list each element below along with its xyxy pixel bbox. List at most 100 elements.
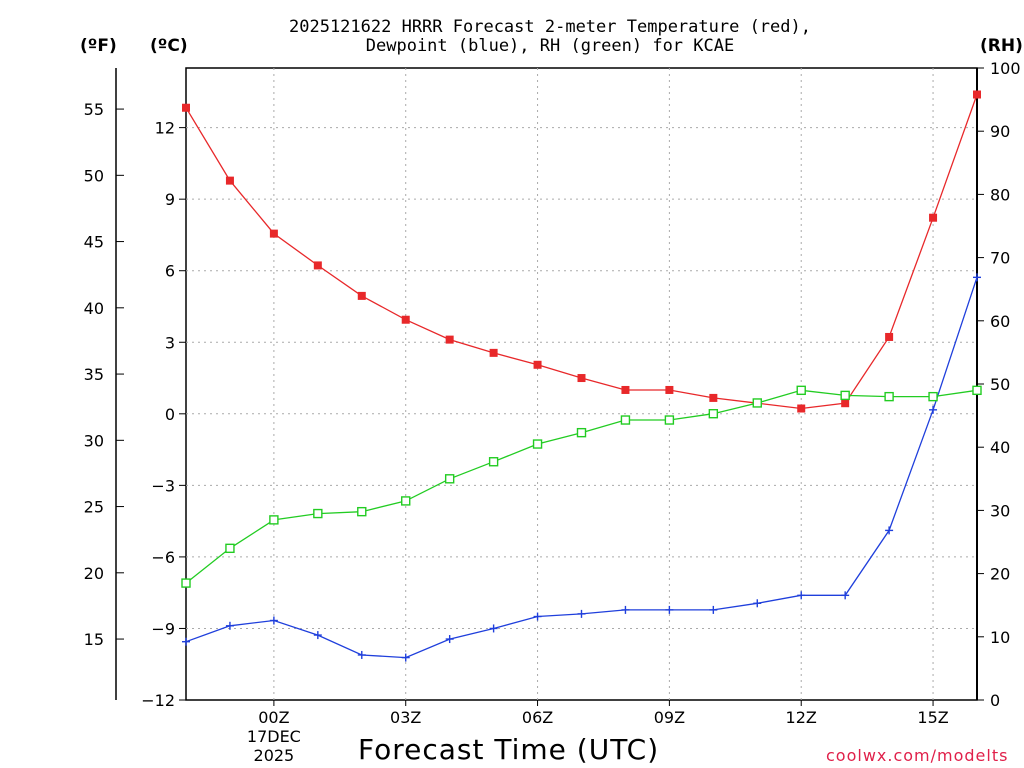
x-tick-label: 12Z [786,708,817,727]
f-tick-label: 30 [84,431,104,450]
rh-point [620,415,631,425]
rh-tick-label: 100 [990,59,1021,78]
rh-tick-label: 40 [990,438,1010,457]
rh-point [269,515,279,525]
f-tick-label: 25 [84,498,104,517]
fahrenheit-unit-label: (ºF) [80,36,117,56]
dewpoint-point [445,635,454,644]
temperature-point [225,176,234,185]
c-tick-label: 12 [155,119,175,138]
f-tick-label: 40 [84,299,104,318]
rh-unit-label: (RH) [980,36,1023,56]
temperature-point [401,315,410,324]
rh-tick-label: 50 [990,375,1010,394]
f-tick-label: 15 [84,630,104,649]
dewpoint-point [929,405,938,414]
dewpoint-point [841,591,850,600]
f-tick-label: 50 [84,166,104,185]
dewpoint-point [357,650,366,659]
dewpoint-point [797,591,806,600]
chart-title: 2025121622 HRRR Forecast 2-meter Tempera… [200,18,900,56]
temperature-point [885,332,894,341]
series-line-2 [185,389,978,584]
rh-tick-label: 80 [990,185,1010,204]
c-tick-label: 3 [165,333,175,352]
f-tick-label: 35 [84,365,104,384]
rh-tick-label: 60 [990,312,1010,331]
rh-point [928,391,938,402]
rh-point [401,496,411,506]
dewpoint-point [313,631,322,640]
temperature-point [577,374,586,383]
rh-point [752,398,762,408]
x-tick-label: 03Z [390,708,421,727]
rh-point [313,508,323,519]
series-line-1 [185,277,978,659]
rh-point [840,390,850,401]
temperature-point [665,385,674,394]
temperature-point [709,393,718,402]
rh-point [225,543,235,554]
rh-point [664,415,675,425]
temperature-point [797,404,806,413]
temperature-point [929,213,938,222]
x-tick-label: 09Z [654,708,685,727]
rh-tick-label: 90 [990,122,1010,141]
f-tick-label: 20 [84,564,104,583]
f-tick-label: 55 [84,100,104,119]
c-tick-label: −6 [151,548,175,567]
temperature-point [357,291,366,300]
rh-point [181,578,191,588]
celsius-unit-label: (ºC) [150,36,188,56]
x-tick-label: 06Z [522,708,553,727]
temperature-point [621,385,630,394]
temperature-point [313,261,322,270]
dewpoint-point [621,605,630,614]
rh-point [708,409,719,419]
c-tick-label: −12 [141,691,175,710]
rh-point [576,427,587,438]
temperature-point [269,229,278,238]
x-axis-title: Forecast Time (UTC) [358,733,660,766]
temperature-point [973,90,981,99]
source-credit: coolwx.com/modelts [826,746,1009,765]
rh-point [444,474,455,484]
c-tick-label: −9 [151,619,175,638]
temperature-point [533,360,542,369]
temperature-point [489,348,498,357]
rh-tick-label: 10 [990,628,1010,647]
dewpoint-point [709,605,718,614]
series-line-0 [185,94,978,410]
dewpoint-point [225,621,234,630]
rh-tick-label: 0 [990,691,1000,710]
dewpoint-point [665,605,674,614]
c-tick-label: 9 [165,190,175,209]
dewpoint-point [489,624,498,633]
c-tick-label: 0 [165,405,175,424]
rh-tick-label: 30 [990,501,1010,520]
x-tick-label: 00Z [258,708,289,727]
temperature-point [445,335,454,344]
dewpoint-point [401,653,410,662]
rh-point [884,391,894,402]
rh-point [532,439,543,449]
rh-point [972,385,982,396]
dewpoint-point [182,637,190,646]
dewpoint-point [885,526,894,535]
rh-tick-label: 70 [990,249,1010,268]
rh-point [796,385,806,396]
dewpoint-point [753,599,762,608]
dewpoint-point [577,609,586,618]
chart-title-line1: 2025121622 HRRR Forecast 2-meter Tempera… [289,17,811,37]
temperature-point [182,103,190,112]
f-tick-label: 45 [84,233,104,252]
date-label: 17DEC [247,727,301,746]
x-tick-label: 15Z [917,708,948,727]
c-tick-label: −3 [151,476,175,495]
year-label: 2025 [254,746,295,765]
dewpoint-point [269,616,278,625]
dewpoint-point [973,273,981,282]
c-tick-label: 6 [165,262,175,281]
